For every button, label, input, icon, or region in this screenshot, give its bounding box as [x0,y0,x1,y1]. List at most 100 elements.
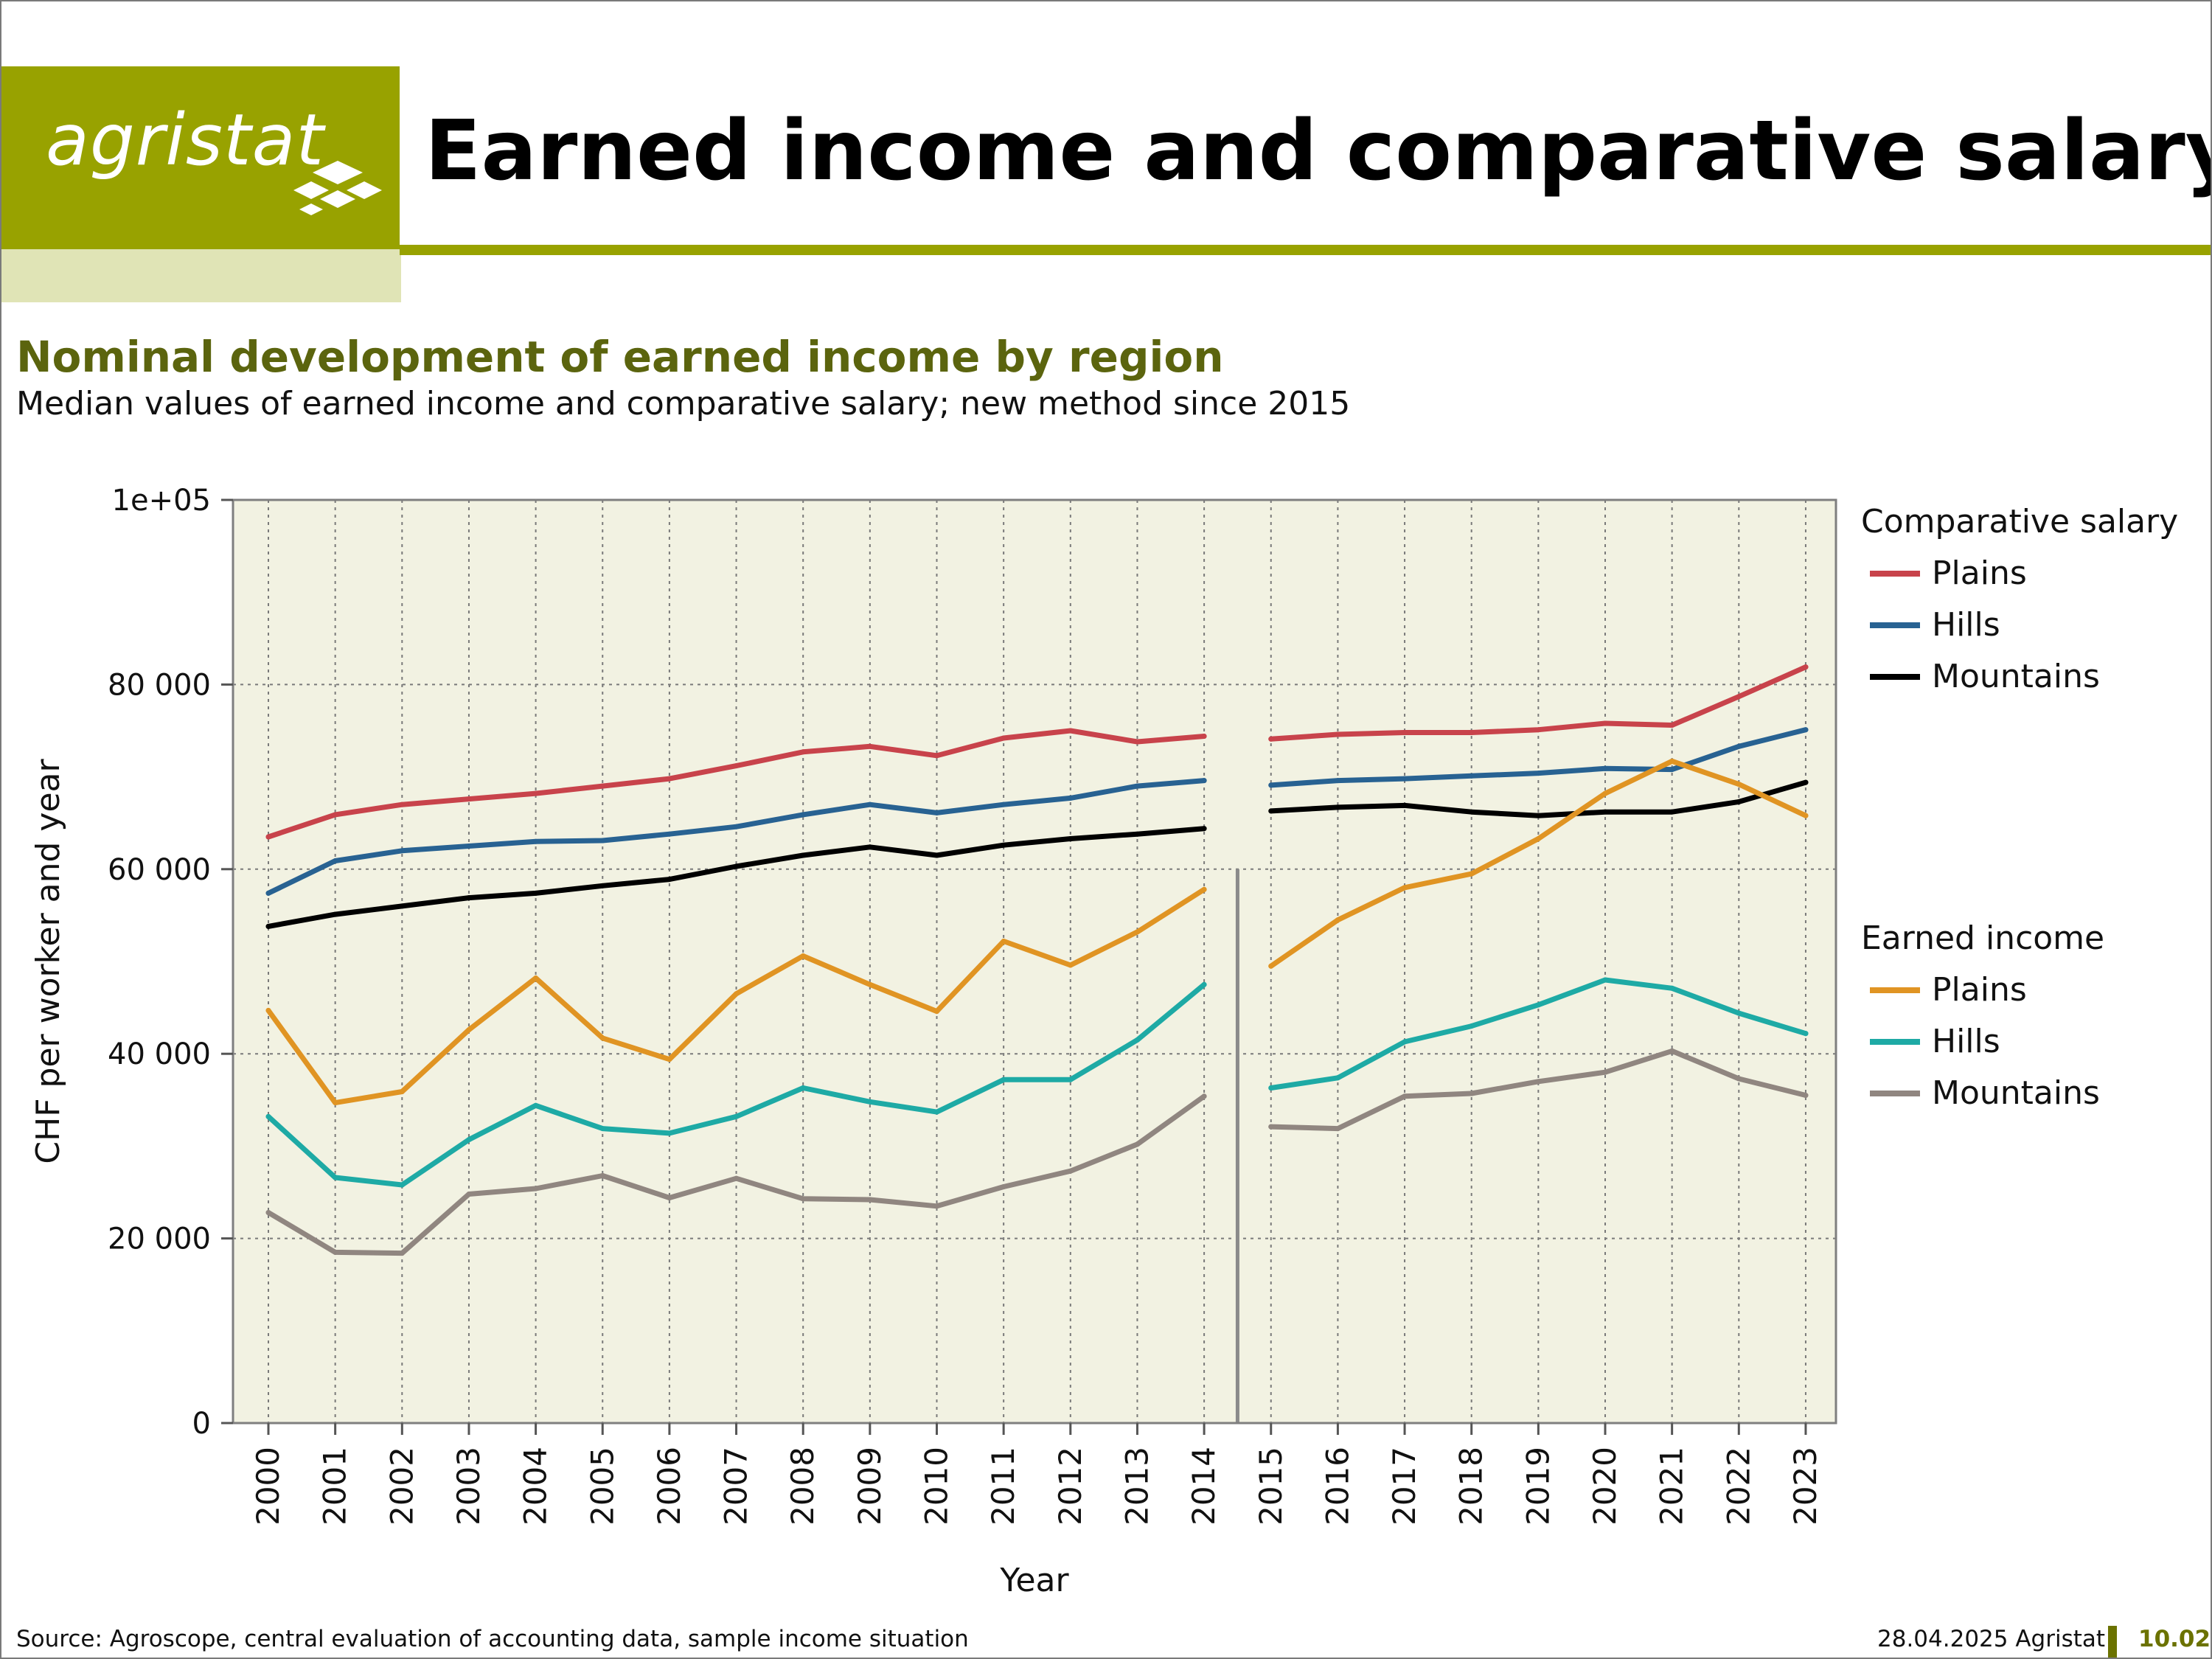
data-point [800,1085,806,1091]
data-point [1602,809,1608,815]
data-point [1602,765,1608,771]
data-point [1535,813,1541,818]
x-tick-label: 2004 [518,1447,554,1526]
data-point [1201,734,1207,740]
data-point [1736,694,1742,700]
data-point [1469,871,1475,877]
logo-band [1,249,401,302]
data-point [1335,804,1340,810]
data-point [333,858,338,864]
x-tick-label: 2009 [852,1447,888,1526]
legend-label: Hills [1932,1023,2000,1060]
data-point [1068,1168,1074,1174]
data-point [265,834,271,840]
data-point [599,1126,605,1132]
data-point [399,1182,405,1188]
data-point [1669,767,1675,773]
data-point [533,790,539,796]
y-tick-label: 0 [192,1407,211,1441]
footer-divider [2108,1626,2117,1658]
data-point [800,953,806,959]
data-point [1669,809,1675,815]
x-tick-label: 2005 [584,1447,620,1526]
data-point [734,991,740,997]
data-point [667,1130,672,1136]
data-point [1535,727,1541,733]
data-point [1001,1183,1006,1189]
data-point [1669,722,1675,728]
gridlines [233,499,1836,1424]
data-point [1335,731,1340,737]
data-point [1068,795,1074,801]
data-point [265,923,271,929]
data-point [934,1203,939,1209]
data-point [333,911,338,917]
series-lines [265,664,1809,1256]
data-point [1602,977,1608,983]
data-point [934,852,939,858]
x-tick-label: 2003 [451,1447,487,1526]
data-point [1402,802,1408,808]
x-tick-label: 2001 [317,1447,353,1526]
data-point [333,1100,338,1106]
data-point [1335,1075,1340,1081]
plot-area [233,500,1836,1423]
x-tick-label: 2018 [1453,1447,1489,1526]
data-point [466,895,472,901]
data-point [667,831,672,837]
data-point [1535,771,1541,776]
data-point [1335,1126,1340,1132]
legend-label: Hills [1932,606,2000,644]
data-point [1669,1048,1675,1054]
data-point [599,838,605,844]
data-point [734,763,740,769]
x-tick-label: 2017 [1386,1447,1422,1526]
data-point [599,883,605,888]
legend-label: Mountains [1932,1074,2100,1112]
x-tick-label: 2022 [1720,1447,1756,1526]
plot-frame [232,498,1837,1425]
data-point [399,1251,405,1256]
data-point [1736,1076,1742,1082]
legend-group-title: Earned income [1861,919,2104,957]
data-point [667,1195,672,1201]
data-point [1469,773,1475,779]
data-point [1736,1010,1742,1016]
data-point [1268,963,1274,969]
data-point [1402,1039,1408,1045]
page-title: Earned income and comparative salary [425,103,2212,199]
data-point [399,1089,405,1095]
data-point [934,753,939,759]
x-tick-label: 2016 [1319,1447,1355,1526]
legend: Comparative salary Plains Hills Mountains Ea… [1861,503,2178,1112]
series-comparative-salary-mountains [265,779,1809,929]
chart-subtitle: Nominal development of earned income by … [16,332,1224,382]
x-axis-label: Year [999,1562,1069,1599]
data-point [1268,1124,1274,1130]
page-number: 10.02 [2138,1626,2211,1652]
data-point [533,890,539,896]
data-point [1201,778,1207,784]
data-point [800,749,806,755]
data-point [1736,782,1742,787]
data-point [1402,776,1408,782]
data-point [1201,981,1207,987]
data-point [1669,758,1675,764]
data-point [1469,809,1475,815]
series-earned-income-plains [265,758,1809,1106]
x-tick-label: 2013 [1119,1447,1155,1526]
data-point [1402,1093,1408,1099]
data-point [466,1027,472,1033]
data-point [399,801,405,807]
data-point [800,1196,806,1202]
data-point [1669,985,1675,991]
data-point [1268,1085,1274,1091]
legend-label: Plains [1932,971,2027,1009]
data-point [333,812,338,818]
legend-group-title: Comparative salary [1861,503,2178,540]
y-tick-label: 80 000 [108,668,211,702]
x-tick-label: 2008 [785,1447,821,1526]
data-point [934,1109,939,1115]
data-point [667,776,672,782]
logo-text: agristat [46,99,325,181]
